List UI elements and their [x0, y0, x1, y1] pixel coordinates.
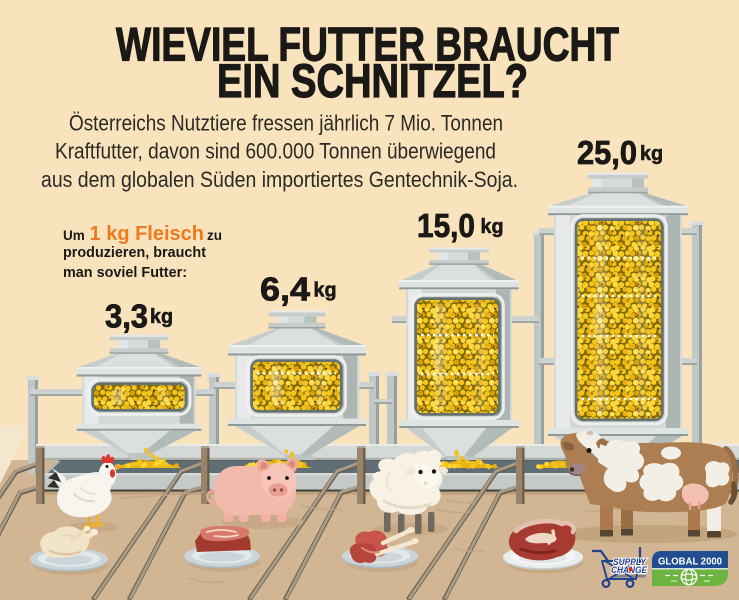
svg-text:Kraftfutter, davon sind 600.00: Kraftfutter, davon sind 600.000 Tonnen ü… — [55, 139, 496, 164]
svg-text:SUPPLY: SUPPLY — [613, 557, 647, 568]
svg-text:aus dem globalen Süden importi: aus dem globalen Süden importiertes Gent… — [41, 167, 518, 192]
svg-text:3,3: 3,3 — [105, 298, 148, 335]
svg-text:15,0: 15,0 — [417, 207, 475, 244]
svg-text:kg: kg — [481, 216, 504, 238]
svg-text:DEIN EINKAUF MACHT ZUKUNFT: DEIN EINKAUF MACHT ZUKUNFT — [614, 575, 647, 579]
svg-text:produzieren, braucht: produzieren, braucht — [63, 245, 206, 261]
svg-text:EIN SCHNITZEL?: EIN SCHNITZEL? — [217, 55, 528, 108]
svg-text:kg: kg — [150, 306, 173, 328]
svg-text:WIEVIEL FUTTER BRAUCHT: WIEVIEL FUTTER BRAUCHT — [116, 19, 619, 72]
svg-text:man soviel Futter:: man soviel Futter: — [63, 265, 187, 281]
svg-text:GLOBAL 2000: GLOBAL 2000 — [658, 556, 722, 568]
svg-text:kg: kg — [314, 280, 337, 302]
svg-text:6,4: 6,4 — [260, 271, 311, 308]
svg-text:Österreichs Nutztiere fressen: Österreichs Nutztiere fressen jährlich 7… — [69, 111, 503, 136]
svg-text:kg: kg — [640, 143, 663, 165]
svg-text:25,0: 25,0 — [577, 134, 637, 171]
